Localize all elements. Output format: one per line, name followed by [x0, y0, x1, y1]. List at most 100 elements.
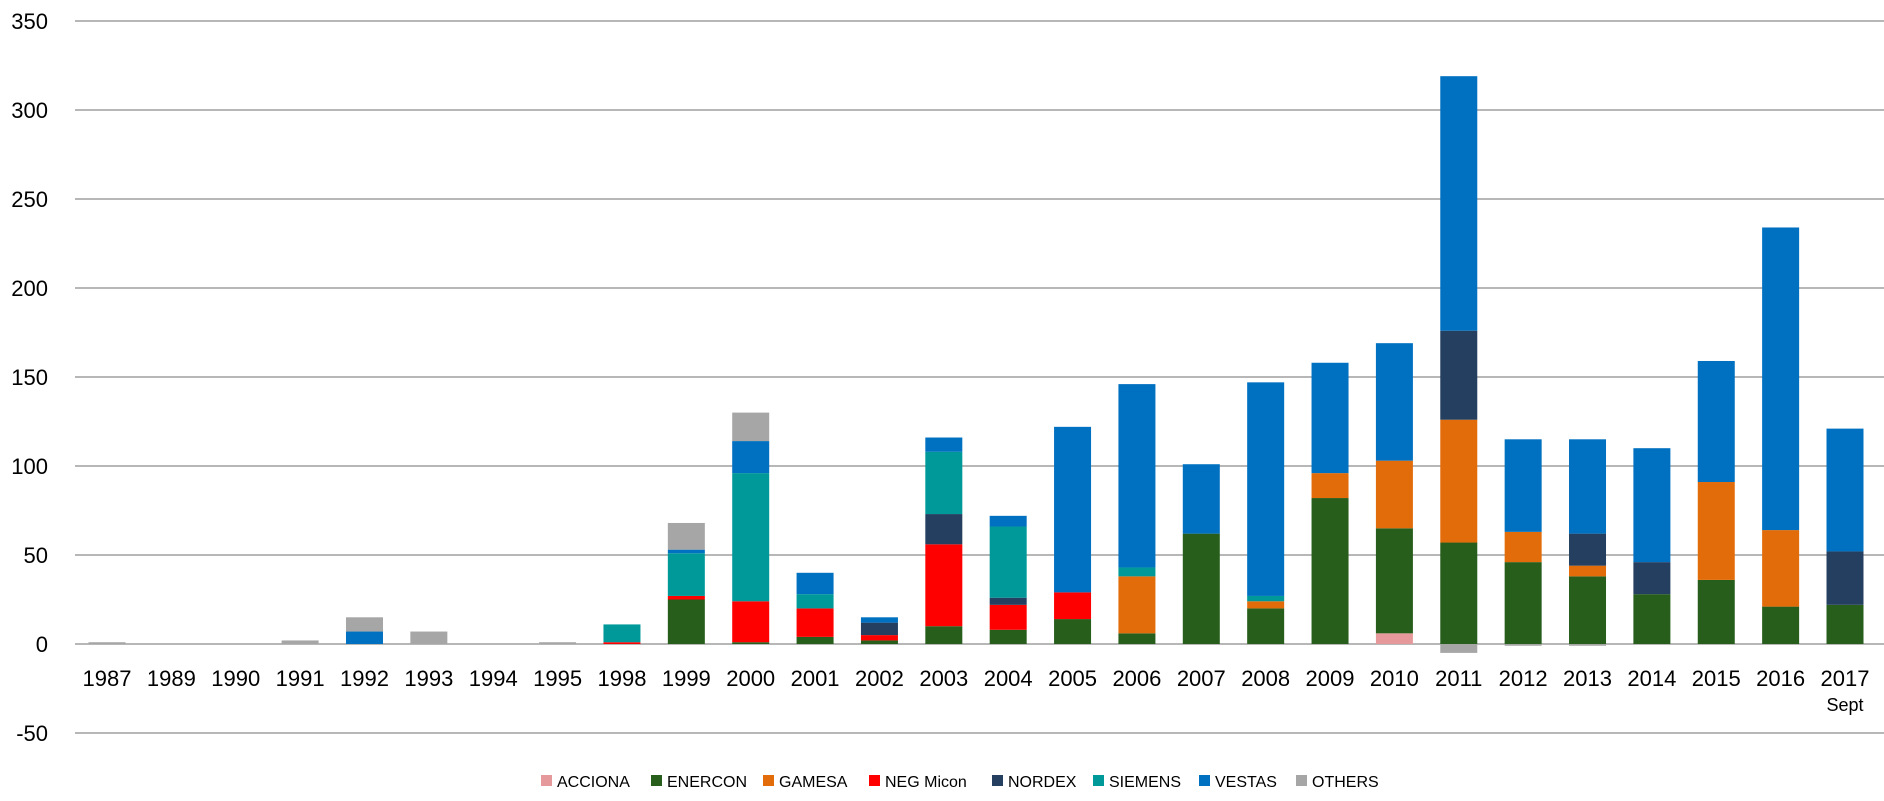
bar-gamesa-2008 [1247, 601, 1285, 609]
y-tick-label: 50 [24, 543, 48, 568]
x-axis-ticks: 1987 1989 1990 1991 1992 1993 1994 1995 1998 1999… [83, 666, 1870, 715]
bar-nordex-2017 [1826, 551, 1864, 605]
legend-label: NEG Micon [885, 774, 967, 791]
bar-enercon-2001 [796, 636, 834, 644]
legend-swatch [1296, 775, 1307, 786]
bar-vestas-2017 [1826, 428, 1864, 552]
bar-vestas-2003 [925, 437, 963, 452]
bar-enercon-2014 [1633, 594, 1671, 644]
legend-swatch [763, 775, 774, 786]
x-tick-label: 2010 [1370, 666, 1419, 691]
legend-label: SIEMENS [1109, 774, 1181, 791]
bar-siemens-2008 [1247, 595, 1285, 602]
bar-siemens-2006 [1118, 567, 1156, 577]
bar-series [88, 76, 1864, 653]
bar-neg-micon-1998 [603, 642, 641, 644]
bar-neg-micon-2005 [1054, 592, 1092, 620]
legend-swatch [541, 775, 552, 786]
bar-siemens-2004 [989, 526, 1027, 598]
y-tick-label: 100 [11, 454, 48, 479]
legend-label: ACCIONA [557, 774, 630, 791]
bar-siemens-2001 [796, 594, 834, 609]
bar-vestas-2014 [1633, 448, 1671, 563]
x-tick-label: 1989 [147, 666, 196, 691]
bar-enercon-2012 [1504, 562, 1542, 644]
bar-siemens-1998 [603, 624, 641, 643]
bar-others-2011 [1440, 644, 1478, 653]
y-axis-ticks: 350 300 250 200 150 100 50 0 -50 [11, 9, 48, 746]
bar-vestas-2005 [1054, 426, 1092, 593]
bar-others-2013 [1569, 644, 1607, 646]
bar-neg-micon-2003 [925, 544, 963, 627]
bar-enercon-2004 [989, 629, 1027, 644]
x-tick-label: 2004 [984, 666, 1033, 691]
x-tick-label: 2009 [1306, 666, 1355, 691]
x-tick-label: 2003 [919, 666, 968, 691]
bar-vestas-2009 [1311, 362, 1349, 474]
x-tick-label: 2015 [1692, 666, 1741, 691]
y-tick-label: 250 [11, 187, 48, 212]
bar-others-2000 [732, 412, 770, 442]
x-tick-label: 1993 [404, 666, 453, 691]
x-tick-label: 1992 [340, 666, 389, 691]
bar-acciona-2010 [1375, 633, 1413, 644]
bar-enercon-2007 [1182, 533, 1220, 644]
bar-gamesa-2016 [1762, 530, 1800, 607]
y-tick-label: 300 [11, 98, 48, 123]
x-tick-label: 2014 [1627, 666, 1676, 691]
x-tick-label: 2007 [1177, 666, 1226, 691]
legend-swatch [992, 775, 1003, 786]
bar-enercon-2011 [1440, 542, 1478, 644]
bar-gamesa-2011 [1440, 419, 1478, 543]
bar-neg-micon-1999 [667, 595, 705, 600]
bar-nordex-2004 [989, 597, 1027, 605]
x-tick-label: 2001 [791, 666, 840, 691]
x-tick-label: 2017 [1821, 666, 1870, 691]
x-tick-label: 2002 [855, 666, 904, 691]
bar-others-1995 [539, 642, 577, 644]
bar-enercon-2008 [1247, 608, 1285, 644]
legend-label: GAMESA [779, 774, 848, 791]
bar-vestas-2016 [1762, 227, 1800, 531]
x-tick-label: 2005 [1048, 666, 1097, 691]
bar-gamesa-2010 [1375, 460, 1413, 529]
x-tick-label: 2011 [1435, 666, 1482, 691]
x-tick-label: 1991 [276, 666, 325, 691]
bar-nordex-2014 [1633, 562, 1671, 595]
legend: ACCIONA ENERCON GAMESA NEG Micon NORDEX SIEME… [541, 774, 1379, 791]
bar-enercon-2010 [1375, 528, 1413, 634]
legend-label: OTHERS [1312, 774, 1379, 791]
y-tick-label: 350 [11, 9, 48, 34]
bar-nordex-2002 [860, 622, 898, 636]
x-tick-label: 2016 [1756, 666, 1805, 691]
bar-vestas-2008 [1247, 382, 1285, 596]
bar-enercon-1999 [667, 599, 705, 644]
bar-gamesa-2009 [1311, 473, 1349, 499]
bar-others-1992 [345, 617, 383, 632]
bar-vestas-2011 [1440, 76, 1478, 331]
x-tick-label: 2012 [1499, 666, 1548, 691]
gridlines [75, 20, 1884, 734]
bar-others-1987 [88, 642, 126, 644]
x-tick-label: 1999 [662, 666, 711, 691]
bar-siemens-2003 [925, 451, 963, 515]
y-tick-label: 200 [11, 276, 48, 301]
bar-gamesa-2012 [1504, 531, 1542, 563]
bar-enercon-2003 [925, 626, 963, 644]
bar-siemens-2000 [732, 473, 770, 602]
bar-vestas-2015 [1697, 360, 1735, 483]
bar-others-2012 [1504, 644, 1542, 646]
x-tick-label: 2006 [1112, 666, 1161, 691]
x-tick-sublabel: Sept [1826, 695, 1863, 715]
bar-others-1999 [667, 522, 705, 550]
bar-gamesa-2006 [1118, 576, 1156, 634]
bar-others-1991 [281, 640, 319, 644]
bar-vestas-2013 [1569, 439, 1607, 534]
bar-neg-micon-2000 [732, 601, 770, 643]
bar-enercon-2000 [732, 642, 770, 644]
bar-neg-micon-2001 [796, 608, 834, 637]
bar-gamesa-2013 [1569, 565, 1607, 577]
bar-vestas-1999 [667, 549, 705, 554]
bar-vestas-2004 [989, 515, 1027, 527]
